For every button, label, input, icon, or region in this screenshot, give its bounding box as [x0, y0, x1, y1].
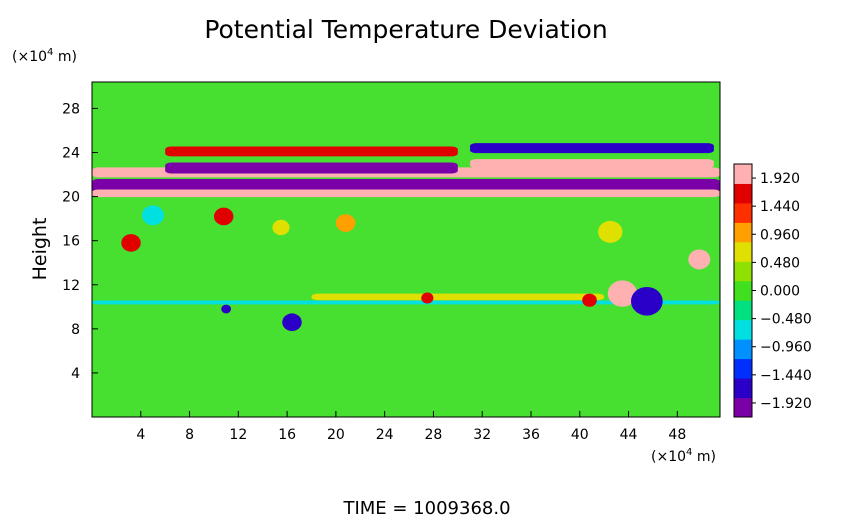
colorbar-segment	[734, 319, 752, 340]
colorbar-segment	[734, 358, 752, 379]
colorbar: 1.920 1.440 0.960 0.480 0.000 −0.480 −0.960 −1.…	[733, 163, 812, 418]
x-tick-label: 44	[620, 427, 638, 443]
x-tick-label: 32	[473, 427, 491, 443]
colorbar-label: −1.920	[760, 396, 812, 412]
colorbar-segment	[734, 164, 752, 184]
colorbar-label: 0.480	[760, 255, 800, 271]
colorbar-segment	[734, 261, 752, 282]
colorbar-segment	[734, 222, 752, 243]
colorbar-segment	[734, 300, 752, 321]
x-tick-label: 24	[376, 427, 394, 443]
field-cell-12	[282, 313, 302, 332]
field-band-8	[311, 293, 605, 301]
time-label: TIME = 1009368.0	[342, 498, 510, 519]
field-cell-14	[213, 207, 234, 226]
colorbar-segment	[734, 241, 752, 262]
field-cell-19	[221, 304, 232, 314]
field-band-0	[92, 178, 720, 193]
colorbar-segment	[734, 378, 752, 399]
field-band-5	[470, 143, 714, 154]
colorbar-segment	[734, 280, 752, 301]
field-band-6	[470, 159, 714, 168]
colorbar-label: −0.480	[760, 312, 812, 328]
y-unit-label: (×104 m)	[12, 47, 77, 65]
x-tick-label: 16	[278, 427, 296, 443]
y-tick-label: 8	[71, 322, 80, 338]
plot-background	[92, 82, 720, 417]
x-tick-label: 4	[136, 427, 145, 443]
colorbar-segment	[734, 183, 752, 204]
colorbar-label: 1.440	[760, 199, 800, 215]
field-cell-9	[607, 280, 638, 307]
field-cell-10	[630, 286, 663, 316]
y-axis-title: Height	[29, 218, 51, 281]
x-axis: 4 8 12 16 20 24 28 32 36 40 44 48	[136, 411, 686, 443]
field-cell-18	[598, 220, 623, 243]
y-tick-label: 12	[62, 278, 80, 294]
plot-frame	[91, 81, 721, 418]
field-band-7	[92, 300, 720, 305]
x-tick-label: 40	[571, 427, 589, 443]
field-cell-13	[121, 234, 141, 252]
colorbar-segment	[734, 339, 752, 360]
field-cell-17	[335, 214, 356, 232]
y-tick-label: 16	[62, 234, 80, 250]
field-cell-20	[421, 292, 434, 304]
colorbar-label: −0.960	[760, 340, 812, 356]
x-tick-label: 8	[185, 427, 194, 443]
colorbar-label: −1.440	[760, 368, 812, 384]
colorbar-label: 0.960	[760, 227, 800, 243]
colorbar-label: 1.920	[760, 171, 800, 187]
heatmap-field	[92, 143, 720, 332]
field-band-3	[165, 162, 458, 174]
field-cell-15	[141, 205, 164, 226]
y-tick-label: 24	[62, 146, 80, 162]
x-tick-label: 20	[327, 427, 345, 443]
field-cell-11	[688, 249, 711, 270]
colorbar-segment	[734, 202, 752, 223]
colorbar-segment	[734, 397, 752, 418]
colorbar-label: 0.000	[760, 284, 800, 300]
y-tick-label: 4	[71, 366, 80, 382]
y-axis: 4 8 12 16 20 24 28	[62, 101, 98, 382]
x-unit-label: (×104 m)	[651, 447, 716, 465]
x-tick-label: 28	[425, 427, 443, 443]
x-tick-label: 12	[229, 427, 247, 443]
y-tick-label: 20	[62, 190, 80, 206]
x-tick-label: 48	[668, 427, 686, 443]
chart-title: Potential Temperature Deviation	[204, 15, 607, 44]
field-band-2	[92, 189, 720, 198]
x-tick-label: 36	[522, 427, 540, 443]
y-tick-label: 28	[62, 101, 80, 117]
field-cell-16	[272, 219, 290, 236]
field-cell-21	[582, 293, 597, 307]
field-band-4	[165, 146, 458, 157]
